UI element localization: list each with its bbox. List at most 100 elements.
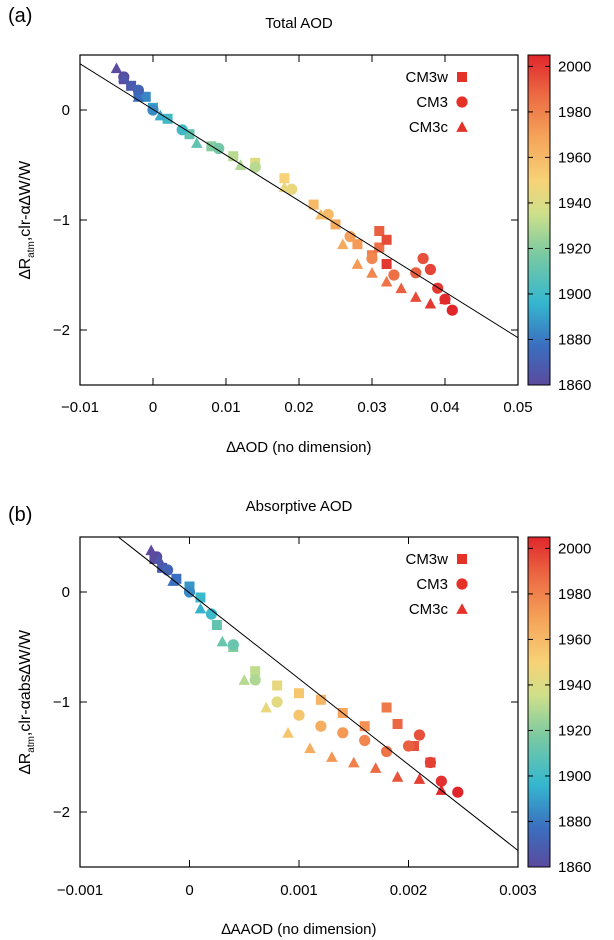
y-tick-label: −2 xyxy=(53,322,70,339)
data-point-cm3w xyxy=(211,620,222,630)
plot-frame xyxy=(79,536,519,868)
data-point-cm3c xyxy=(395,282,407,294)
legend-label: CM3w xyxy=(405,69,448,86)
y-axis-label-main: ∆R xyxy=(17,753,34,774)
data-point-cm3w xyxy=(381,702,392,713)
colorbar-tick-label: 1900 xyxy=(558,768,591,785)
data-point-cm3 xyxy=(452,786,464,798)
data-point-cm3c xyxy=(118,71,130,82)
x-tick-label: −0.001 xyxy=(57,882,103,899)
y-axis-label-main: ∆R xyxy=(17,258,34,279)
x-tick-label: 0.01 xyxy=(211,399,240,416)
colorbar-tick-label: 1980 xyxy=(558,104,591,121)
y-axis-label: ∆Ratm,clr-α∆W/W xyxy=(17,160,37,279)
x-axis-label: ∆AAOD (no dimension) xyxy=(221,921,376,938)
chart-title: Absorptive AOD xyxy=(246,498,353,515)
colorbar-tick-label: 1860 xyxy=(558,377,591,394)
x-axis-label: ∆AOD (no dimension) xyxy=(226,439,371,456)
data-point-cm3c xyxy=(369,762,382,773)
x-tick-label: 0 xyxy=(149,399,157,416)
data-point-cm3w xyxy=(374,226,385,236)
data-point-cm3 xyxy=(388,269,400,281)
data-point-cm3 xyxy=(227,639,239,651)
y-axis-label-rest: ,clr-α∆W/W xyxy=(17,160,34,241)
data-point-cm3c xyxy=(153,553,165,564)
data-point-cm3w xyxy=(171,573,182,584)
y-tick-label: 0 xyxy=(62,102,70,119)
y-axis-label: ∆Ratm,clr-αabs∆W/W xyxy=(17,629,37,774)
data-points xyxy=(145,544,464,798)
data-point-cm3w xyxy=(228,151,239,162)
data-point-cm3w xyxy=(308,199,319,210)
legend-marker-cm3c xyxy=(456,603,468,614)
colorbar-tick-label: 2000 xyxy=(558,58,591,75)
data-point-cm3 xyxy=(432,282,444,294)
data-point-cm3 xyxy=(435,775,447,787)
data-point-cm3 xyxy=(381,745,393,758)
fit-line xyxy=(80,63,518,339)
chart-title: Total AOD xyxy=(265,15,333,32)
data-point-cm3w xyxy=(294,688,304,699)
y-tick-label: −1 xyxy=(53,212,70,229)
colorbar-tick-label: 1960 xyxy=(558,149,591,166)
data-point-cm3c xyxy=(145,544,157,556)
data-point-cm3 xyxy=(359,734,371,747)
data-point-cm3 xyxy=(132,84,144,96)
y-tick-label: 0 xyxy=(62,584,70,601)
data-point-cm3 xyxy=(366,252,378,265)
data-point-cm3 xyxy=(446,304,458,316)
data-point-cm3 xyxy=(176,124,188,136)
data-point-cm3 xyxy=(286,183,298,195)
panel-label: (b) xyxy=(8,504,32,526)
y-axis-label-subscript: atm xyxy=(26,241,37,258)
data-point-cm3w xyxy=(359,721,370,732)
x-tick-label: 0.002 xyxy=(390,882,428,899)
legend-label: CM3c xyxy=(409,119,449,136)
data-point-cm3 xyxy=(315,720,327,732)
data-point-cm3c xyxy=(410,291,422,302)
data-point-cm3c xyxy=(191,137,203,148)
legend-marker-cm3 xyxy=(456,96,468,108)
data-point-cm3w xyxy=(126,80,137,91)
series-cm3c xyxy=(110,62,451,309)
data-point-cm3w xyxy=(381,259,392,269)
data-point-cm3w xyxy=(140,91,151,102)
data-point-cm3w xyxy=(330,219,341,230)
colorbar-tick-label: 1940 xyxy=(558,677,591,694)
series-cm3 xyxy=(118,71,458,316)
data-point-cm3c xyxy=(326,751,338,762)
colorbar-tick-label: 1880 xyxy=(558,813,591,830)
data-point-cm3c xyxy=(278,181,291,192)
data-point-cm3w xyxy=(315,694,326,705)
colorbar-tick-label: 1980 xyxy=(558,586,591,603)
x-tick-label: 0.05 xyxy=(503,399,532,416)
data-point-cm3c xyxy=(194,602,207,614)
fit-line xyxy=(118,537,518,851)
legend-marker-cm3 xyxy=(456,578,468,590)
data-point-cm3c xyxy=(380,275,393,287)
data-point-cm3 xyxy=(249,674,261,686)
data-point-cm3c xyxy=(413,773,426,784)
colorbar-tick-label: 1920 xyxy=(558,722,591,739)
data-point-cm3 xyxy=(402,740,415,752)
y-tick-label: −2 xyxy=(53,804,70,821)
panel-label: (a) xyxy=(8,5,32,27)
data-point-cm3c xyxy=(391,771,404,782)
data-point-cm3c xyxy=(337,238,349,250)
data-point-cm3 xyxy=(413,729,426,741)
data-point-cm3 xyxy=(417,252,429,265)
legend-label: CM3w xyxy=(405,551,448,568)
data-point-cm3 xyxy=(424,756,436,769)
data-points xyxy=(110,62,458,316)
data-point-cm3c xyxy=(260,701,272,713)
colorbar xyxy=(527,536,551,868)
data-point-cm3 xyxy=(293,709,305,721)
colorbar-tick-label: 1960 xyxy=(558,631,591,648)
x-tick-label: 0 xyxy=(185,882,193,899)
data-point-cm3 xyxy=(162,564,174,576)
data-point-cm3c xyxy=(348,756,360,768)
colorbar-tick-label: 1920 xyxy=(558,240,591,257)
legend-label: CM3 xyxy=(416,94,448,111)
colorbar xyxy=(527,54,551,386)
